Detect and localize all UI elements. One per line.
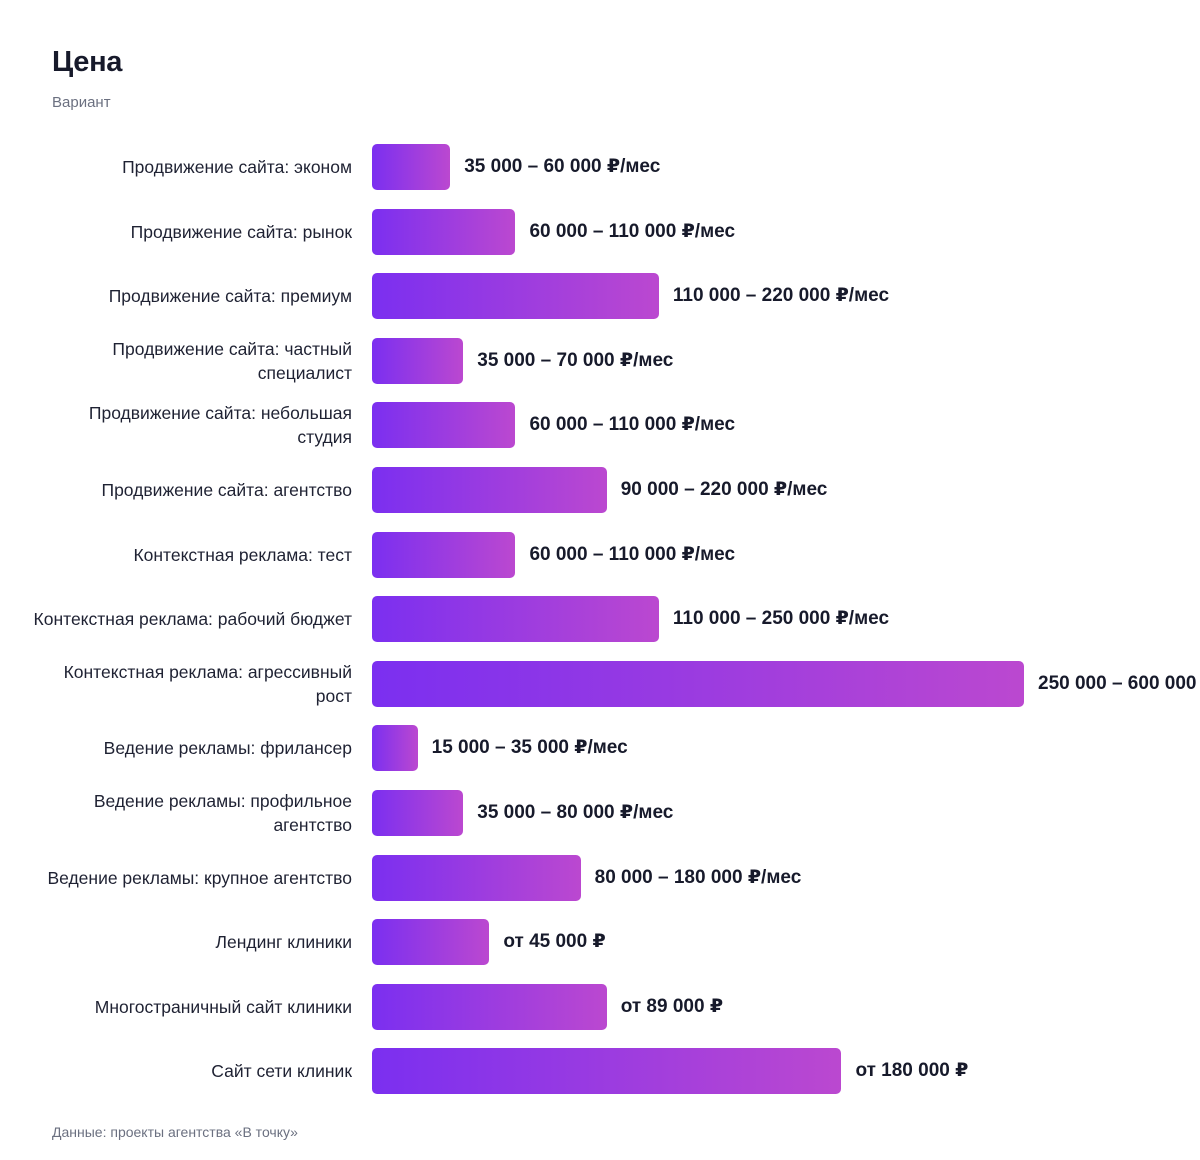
bar [372,337,464,384]
bar [372,208,516,255]
chart-subtitle: Вариант [52,94,111,111]
category-label: Продвижение сайта: агентство [101,480,353,500]
bar [372,273,659,320]
category-label: Продвижение сайта: частный специалист [112,338,352,383]
value-label: 110 000 – 220 000 ₽/мес [672,285,890,307]
category-label: Ведение рекламы: крупное агентство [47,867,352,888]
category-label: Ведение рекламы: фрилансер [103,738,352,759]
category-label: Контекстная реклама: тест [133,544,352,565]
chart-source-note: Данные: проекты агентства «В точку» [52,1124,298,1140]
bar [372,725,418,772]
category-label: Многостраничный сайт клиники [94,996,352,1017]
value-label: 110 000 – 250 000 ₽/мес [672,608,890,630]
value-label: 250 000 – 600 000 ₽/мес [1038,672,1200,694]
value-label: от 180 000 ₽ [855,1060,969,1082]
category-label: Ведение рекламы: профильное агентство [93,791,352,835]
category-label: Контекстная реклама: рабочий бюджет [33,609,352,630]
bar [372,144,451,190]
category-label: Лендинг клиники [215,932,353,953]
bar [372,467,607,513]
bar [372,1048,842,1095]
value-label: 15 000 – 35 000 ₽/мес [431,737,628,759]
bar [372,854,581,901]
value-label: 60 000 – 110 000 ₽/мес [529,414,736,436]
value-label: 80 000 – 180 000 ₽/мес [594,866,802,888]
value-label: от 89 000 ₽ [620,995,724,1017]
category-label: Продвижение сайта: эконом [122,157,352,177]
category-label: Продвижение сайта: премиум [108,286,352,307]
value-label: 60 000 – 110 000 ₽/мес [529,220,736,242]
bar [372,919,490,966]
chart-title: Цена [52,46,123,78]
bar [372,660,1024,707]
value-label: 35 000 – 60 000 ₽/мес [464,156,661,177]
bar [372,531,516,578]
category-label: Продвижение сайта: рынок [130,221,352,242]
category-label: Контекстная реклама: агрессивный рост [63,661,352,706]
bar [372,596,659,643]
value-label: 90 000 – 220 000 ₽/мес [620,479,828,500]
category-label: Сайт сети клиник [211,1061,352,1082]
bar [372,983,607,1030]
value-label: 35 000 – 80 000 ₽/мес [477,802,674,823]
bar [372,402,516,449]
value-label: 35 000 – 70 000 ₽/мес [477,349,674,371]
value-label: 60 000 – 110 000 ₽/мес [529,543,736,565]
value-label: от 45 000 ₽ [503,931,606,953]
bar [372,790,464,836]
category-label: Продвижение сайта: небольшая студия [88,403,352,448]
